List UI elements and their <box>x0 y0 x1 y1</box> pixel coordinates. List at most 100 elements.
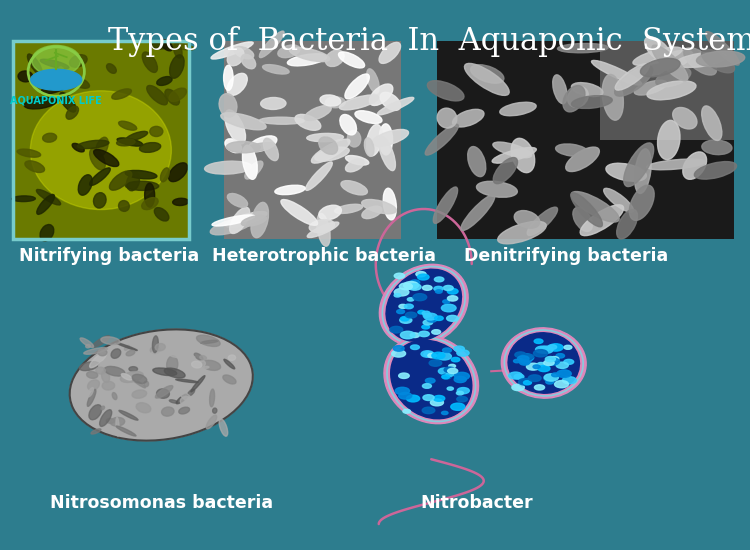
Ellipse shape <box>400 317 409 321</box>
Ellipse shape <box>592 60 642 85</box>
Ellipse shape <box>242 145 257 179</box>
Ellipse shape <box>615 64 650 90</box>
Ellipse shape <box>520 358 531 364</box>
Ellipse shape <box>544 360 554 366</box>
Ellipse shape <box>379 124 392 155</box>
Ellipse shape <box>550 356 559 361</box>
Ellipse shape <box>377 97 414 115</box>
Ellipse shape <box>12 196 35 202</box>
Ellipse shape <box>362 206 382 219</box>
Ellipse shape <box>116 343 137 350</box>
Ellipse shape <box>98 349 107 356</box>
Ellipse shape <box>644 37 671 63</box>
Ellipse shape <box>399 304 407 309</box>
Ellipse shape <box>142 52 158 73</box>
Ellipse shape <box>533 365 540 369</box>
Ellipse shape <box>560 370 571 376</box>
Ellipse shape <box>501 328 586 398</box>
Bar <box>437 41 734 239</box>
Ellipse shape <box>446 372 454 376</box>
Ellipse shape <box>150 43 169 49</box>
Ellipse shape <box>91 429 101 434</box>
Ellipse shape <box>227 48 244 66</box>
Ellipse shape <box>518 356 529 362</box>
Ellipse shape <box>125 170 157 179</box>
Ellipse shape <box>220 113 266 130</box>
Ellipse shape <box>64 74 89 88</box>
Ellipse shape <box>527 207 557 235</box>
Ellipse shape <box>427 317 436 322</box>
Ellipse shape <box>251 202 268 238</box>
Ellipse shape <box>410 345 419 349</box>
Ellipse shape <box>471 65 504 83</box>
Ellipse shape <box>101 371 109 382</box>
Ellipse shape <box>500 102 536 116</box>
Ellipse shape <box>124 345 130 350</box>
Ellipse shape <box>568 86 588 107</box>
Ellipse shape <box>429 360 442 366</box>
Ellipse shape <box>433 187 457 223</box>
Ellipse shape <box>170 400 178 403</box>
Ellipse shape <box>290 47 330 62</box>
Ellipse shape <box>188 389 195 396</box>
Ellipse shape <box>419 331 429 337</box>
Ellipse shape <box>30 91 171 210</box>
Ellipse shape <box>424 314 437 320</box>
Ellipse shape <box>556 144 588 156</box>
Ellipse shape <box>319 137 338 155</box>
Ellipse shape <box>563 86 585 112</box>
Ellipse shape <box>544 375 556 382</box>
Ellipse shape <box>94 150 118 167</box>
Ellipse shape <box>261 97 286 109</box>
Ellipse shape <box>24 97 57 109</box>
Ellipse shape <box>43 133 57 142</box>
Ellipse shape <box>211 42 254 59</box>
Ellipse shape <box>421 351 434 358</box>
Ellipse shape <box>514 211 540 228</box>
Ellipse shape <box>399 392 412 399</box>
Ellipse shape <box>129 367 137 371</box>
Ellipse shape <box>410 333 419 338</box>
Ellipse shape <box>545 356 556 362</box>
Ellipse shape <box>566 147 599 172</box>
Ellipse shape <box>400 331 415 339</box>
Ellipse shape <box>304 106 332 120</box>
Ellipse shape <box>395 387 410 394</box>
Ellipse shape <box>102 381 115 390</box>
Ellipse shape <box>346 156 369 165</box>
Ellipse shape <box>309 219 334 233</box>
Ellipse shape <box>404 304 413 309</box>
Ellipse shape <box>176 394 188 404</box>
Ellipse shape <box>320 95 340 106</box>
Ellipse shape <box>92 336 110 348</box>
Ellipse shape <box>384 336 478 424</box>
Ellipse shape <box>132 390 147 398</box>
Ellipse shape <box>53 68 64 84</box>
Ellipse shape <box>152 390 158 393</box>
Ellipse shape <box>442 375 449 379</box>
Ellipse shape <box>538 365 550 372</box>
Ellipse shape <box>40 224 54 241</box>
Ellipse shape <box>407 298 414 301</box>
Ellipse shape <box>458 388 470 394</box>
Ellipse shape <box>418 310 425 314</box>
Ellipse shape <box>171 339 190 348</box>
Ellipse shape <box>190 376 205 392</box>
Ellipse shape <box>77 140 109 148</box>
Ellipse shape <box>106 419 115 424</box>
Ellipse shape <box>634 149 651 194</box>
Ellipse shape <box>423 320 433 325</box>
Ellipse shape <box>125 182 159 190</box>
Ellipse shape <box>116 426 136 436</box>
Ellipse shape <box>427 353 436 358</box>
Ellipse shape <box>694 162 736 179</box>
Ellipse shape <box>106 64 116 73</box>
Ellipse shape <box>111 349 121 359</box>
Ellipse shape <box>394 273 404 278</box>
Ellipse shape <box>157 389 170 398</box>
Ellipse shape <box>203 366 209 368</box>
Ellipse shape <box>263 138 278 161</box>
Ellipse shape <box>422 384 431 388</box>
Bar <box>600 41 734 140</box>
Ellipse shape <box>155 344 165 351</box>
